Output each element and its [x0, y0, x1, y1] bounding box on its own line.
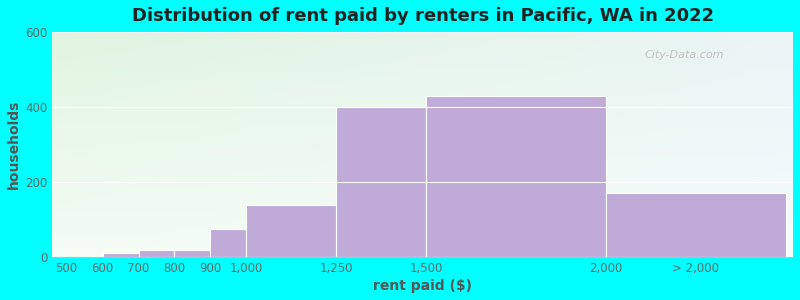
Bar [102, 253, 138, 257]
Bar [336, 107, 426, 257]
Title: Distribution of rent paid by renters in Pacific, WA in 2022: Distribution of rent paid by renters in … [131, 7, 714, 25]
Bar [426, 96, 606, 257]
Bar [606, 193, 786, 257]
X-axis label: rent paid ($): rent paid ($) [373, 279, 472, 293]
Text: City-Data.com: City-Data.com [645, 50, 724, 60]
Bar [138, 250, 174, 257]
Y-axis label: households: households [7, 100, 21, 189]
Bar [246, 205, 336, 257]
Bar [174, 250, 210, 257]
Bar [210, 229, 246, 257]
